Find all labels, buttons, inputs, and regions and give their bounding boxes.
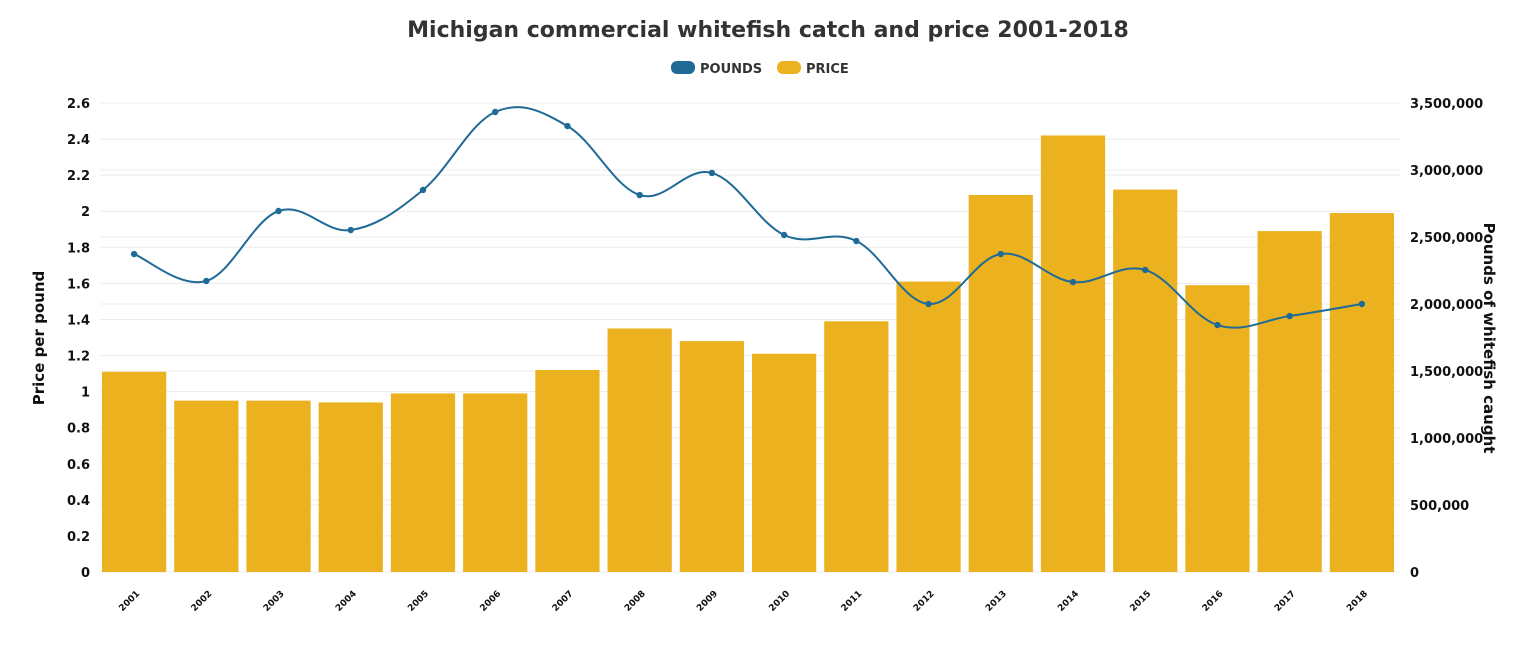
x-tick-label: 2011 [840,589,865,614]
price-bar-2018[interactable] [1329,213,1394,573]
pounds-point-2009[interactable] [708,169,716,177]
price-bar-2017[interactable] [1257,231,1322,573]
right-axis-title: Pounds of whitefish caught [1480,223,1498,454]
right-tick-label: 3,000,000 [1410,164,1483,179]
price-bar-2005[interactable] [390,393,456,572]
legend-swatch-pounds [671,61,695,74]
right-tick-label: 2,000,000 [1410,298,1483,313]
x-tick-label: 2003 [262,589,287,614]
pounds-point-2016[interactable] [1214,321,1221,329]
legend: POUNDS PRICE [671,61,849,77]
price-bar-2004[interactable] [318,402,383,572]
price-bar-2014[interactable] [1040,135,1106,572]
pounds-point-2001[interactable] [130,250,138,258]
left-tick-label: 0 [81,566,90,581]
left-tick-label: 1.8 [67,241,90,256]
price-bar-2007[interactable] [535,369,600,572]
price-bar-2006[interactable] [463,393,528,572]
pounds-point-2014[interactable] [1069,278,1077,286]
price-bar-2002[interactable] [174,400,239,572]
left-tick-label: 2.4 [67,133,90,148]
pounds-point-2005[interactable] [419,186,427,194]
pounds-line-path [133,106,1363,329]
left-axis-ticks: 0 0.2 0.4 0.6 0.8 1 1.2 1.4 1.6 1.8 2 2.2 2.4 2.6 [67,97,90,581]
gridlines [100,102,1400,573]
chart-title: Michigan commercial whitefish catch and … [407,18,1129,43]
right-tick-label: 3,500,000 [1410,97,1483,112]
x-axis-ticks: 2001 2002 2003 2004 2005 2006 2007 2008 2009 2010… [117,589,1370,614]
left-tick-label: 0.6 [67,458,90,473]
pounds-point-2013[interactable] [997,250,1004,258]
pounds-point-2008[interactable] [636,191,643,199]
pounds-line [130,106,1366,329]
pounds-point-2007[interactable] [564,122,571,130]
left-tick-label: 2.6 [67,97,90,112]
pounds-point-2006[interactable] [492,108,499,116]
right-tick-label: 500,000 [1410,499,1469,514]
legend-label-pounds: POUNDS [700,62,762,77]
left-tick-label: 1.2 [67,350,90,365]
x-tick-label: 2002 [190,589,215,614]
price-bar-2003[interactable] [246,400,311,572]
left-tick-label: 0.2 [67,530,90,545]
left-axis-title: Price per pound [30,271,48,406]
x-tick-label: 2006 [479,589,504,614]
legend-swatch-price [777,61,801,74]
x-tick-label: 2012 [912,589,937,614]
pounds-point-2003[interactable] [275,207,282,215]
pounds-point-2017[interactable] [1286,312,1293,320]
x-tick-label: 2015 [1129,589,1154,614]
legend-item-pounds[interactable]: POUNDS [671,61,762,77]
price-bar-2011[interactable] [824,321,889,572]
x-tick-label: 2014 [1056,589,1081,614]
right-axis-ticks: 0 500,000 1,000,000 1,500,000 2,000,000 2,500… [1410,97,1483,581]
x-tick-label: 2007 [551,589,576,614]
left-tick-label: 2.2 [67,169,90,184]
price-bar-2009[interactable] [679,341,744,572]
x-tick-label: 2017 [1273,589,1298,614]
pounds-point-2018[interactable] [1358,300,1366,308]
left-tick-label: 0.4 [67,494,90,509]
x-tick-label: 2009 [695,589,720,614]
x-tick-label: 2008 [623,589,648,614]
right-tick-label: 2,500,000 [1410,231,1483,246]
pounds-point-2002[interactable] [203,277,210,285]
x-tick-label: 2010 [767,589,792,614]
pounds-point-2010[interactable] [780,231,788,239]
x-tick-label: 2004 [334,589,359,614]
legend-label-price: PRICE [806,62,849,77]
left-tick-label: 1.4 [67,313,90,328]
price-bar-2012[interactable] [896,281,961,572]
x-tick-label: 2016 [1201,589,1226,614]
price-bar-2016[interactable] [1185,285,1250,572]
price-bar-2008[interactable] [607,328,672,572]
price-bar-2010[interactable] [752,353,817,572]
pounds-point-2015[interactable] [1142,266,1149,274]
price-bar-2015[interactable] [1113,189,1178,573]
left-tick-label: 0.8 [67,422,90,437]
x-tick-label: 2005 [406,589,431,614]
legend-item-price[interactable]: PRICE [777,61,849,77]
x-tick-label: 2018 [1345,589,1370,614]
left-tick-label: 1.6 [67,277,90,292]
pounds-point-2011[interactable] [853,237,860,245]
price-bar-2001[interactable] [102,371,167,572]
x-tick-label: 2013 [984,589,1009,614]
x-tick-label: 2001 [117,589,142,614]
left-tick-label: 2 [81,205,90,220]
right-tick-label: 1,000,000 [1410,432,1483,447]
left-tick-label: 1 [81,386,90,401]
pounds-point-2004[interactable] [347,226,354,234]
pounds-point-2012[interactable] [925,300,932,308]
right-tick-label: 0 [1410,566,1419,581]
right-tick-label: 1,500,000 [1410,365,1483,380]
